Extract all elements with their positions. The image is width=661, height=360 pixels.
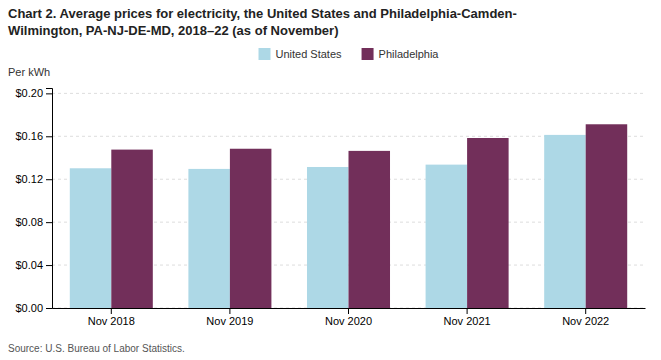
bar — [188, 169, 230, 308]
y-axis-line — [46, 89, 53, 309]
x-tick: Nov 2021 — [444, 308, 491, 327]
legend-swatch — [259, 48, 271, 60]
y-axis-label: Per kWh — [8, 66, 50, 78]
bar — [467, 138, 509, 308]
bar-series — [70, 135, 586, 308]
bar-series — [111, 124, 627, 308]
bar — [70, 168, 112, 308]
annotation: Source: U.S. Bureau of Labor Statistics. — [8, 343, 185, 354]
y-tick-label: $0.16 — [15, 130, 43, 142]
x-tick: Nov 2022 — [562, 308, 609, 327]
y-tick-mark — [46, 265, 52, 266]
bar — [426, 165, 468, 308]
x-tick-mark — [229, 308, 230, 314]
x-tick-label: Nov 2020 — [325, 315, 372, 327]
y-tick-label: $0.08 — [15, 216, 43, 228]
x-axis: Nov 2018 Nov 2019 Nov 2020 Nov 2021 Nov 2022 — [53, 308, 646, 327]
y-tick-mark — [46, 179, 52, 180]
subtitle: Wilmington, PA-NJ-DE-MD, 2018–22 (as of … — [8, 23, 338, 38]
y-tick: $0.12 — [15, 173, 52, 185]
bar — [586, 124, 628, 308]
y-tick-label: $0.12 — [15, 173, 43, 185]
title: Chart 2. Average prices for electricity,… — [8, 6, 517, 21]
bar — [544, 135, 586, 308]
legend-swatch — [362, 48, 374, 60]
y-tick-mark — [46, 136, 52, 137]
x-tick-label: Nov 2022 — [562, 315, 609, 327]
y-tick: $0.08 — [15, 216, 52, 228]
y-tick-mark — [46, 308, 52, 309]
legend-label: Philadelphia — [379, 48, 440, 60]
bar — [111, 150, 153, 308]
legend: United States Philadelphia — [259, 48, 440, 60]
bar — [230, 149, 272, 308]
y-tick: $0.20 — [15, 87, 52, 99]
grid-line — [52, 93, 645, 94]
y-tick-mark — [46, 222, 52, 223]
grid — [52, 93, 645, 308]
x-tick: Nov 2019 — [206, 308, 253, 327]
y-tick: $0.04 — [15, 259, 52, 271]
bar — [307, 167, 349, 308]
plot: $0.00$0.04$0.08$0.12$0.16$0.20Nov 2018No… — [15, 87, 645, 326]
y-tick-label: $0.20 — [15, 87, 43, 99]
legend-item: United States — [259, 48, 343, 60]
x-tick: Nov 2018 — [88, 308, 135, 327]
x-tick-mark — [585, 308, 586, 314]
y-tick-label: $0.04 — [15, 259, 43, 271]
x-tick-mark — [348, 308, 349, 314]
y-tick-label: $0.00 — [15, 302, 43, 314]
x-tick: Nov 2020 — [325, 308, 372, 327]
y-tick: $0.16 — [15, 130, 52, 142]
x-tick-label: Nov 2019 — [206, 315, 253, 327]
bars — [70, 124, 627, 308]
x-tick-label: Nov 2021 — [444, 315, 491, 327]
y-axis: $0.00 $0.04 $0.08 $0.12 $0.16 $0.20 — [15, 87, 52, 314]
x-tick-mark — [467, 308, 468, 314]
legend-label: United States — [276, 48, 343, 60]
x-tick-mark — [111, 308, 112, 314]
x-tick-label: Nov 2018 — [88, 315, 135, 327]
legend-item: Philadelphia — [362, 48, 440, 60]
bar — [349, 151, 391, 308]
y-tick: $0.00 — [15, 302, 52, 314]
y-tick-mark — [46, 93, 52, 94]
